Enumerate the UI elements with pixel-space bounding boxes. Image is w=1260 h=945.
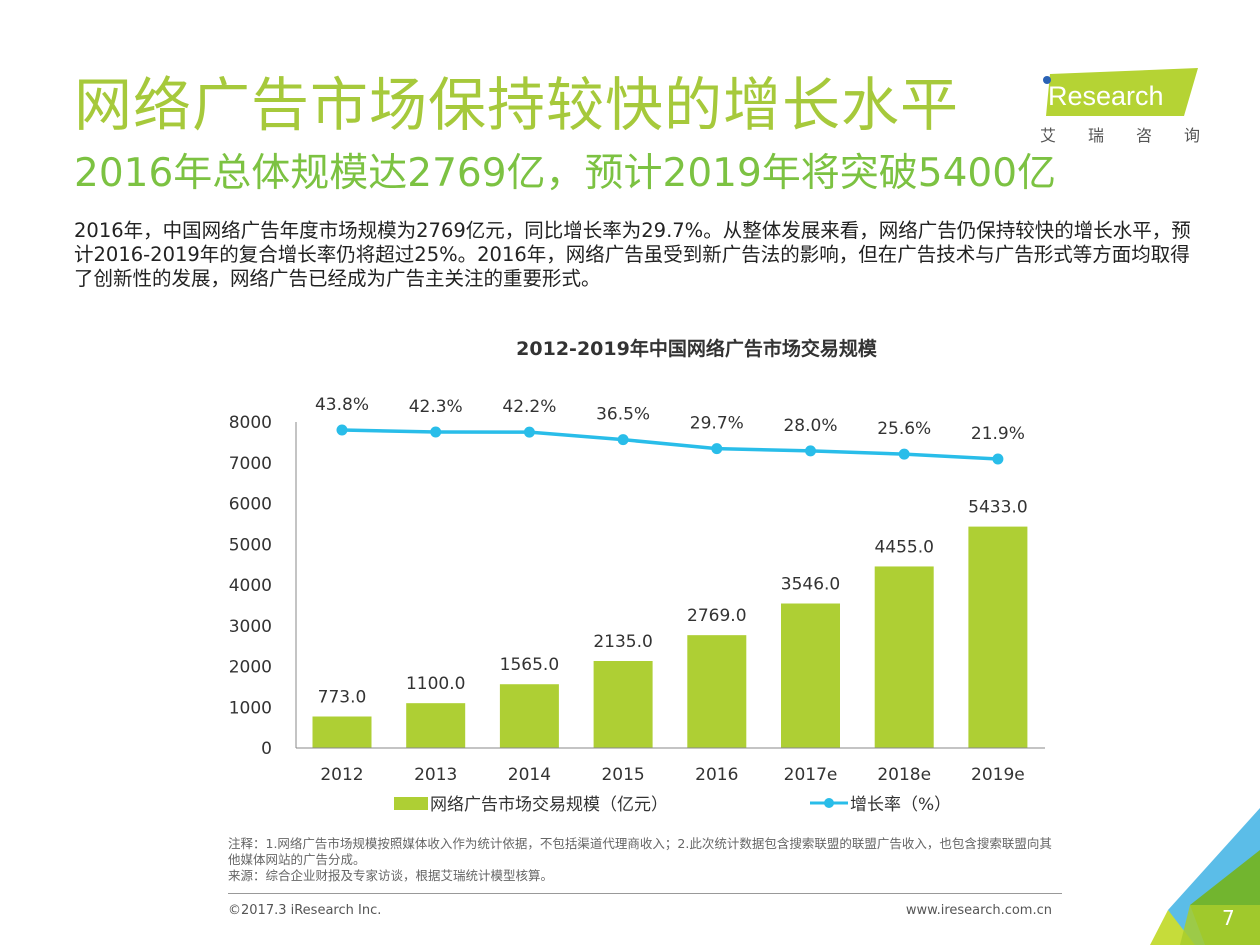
bar-value-label: 4455.0: [874, 537, 933, 557]
bar-value-label: 773.0: [318, 688, 367, 708]
growth-point: [523, 426, 535, 438]
bar: [874, 566, 934, 748]
footer-divider: [228, 893, 1062, 894]
x-tick-label: 2018e: [877, 765, 931, 785]
growth-point: [617, 434, 629, 446]
growth-value-label: 43.8%: [315, 395, 369, 415]
bar: [593, 660, 653, 748]
y-tick-label: 6000: [229, 495, 272, 515]
bar: [968, 526, 1028, 748]
growth-line: [341, 428, 998, 461]
x-tick-label: 2014: [508, 765, 551, 785]
bar: [312, 716, 372, 748]
bar-value-label: 1565.0: [500, 655, 559, 675]
x-tick-label: 2013: [414, 765, 457, 785]
logo-char: 艾: [1040, 126, 1057, 145]
x-tick-label: 2016: [695, 765, 738, 785]
combo-chart: 0 1000 2000 3000 4000 5000 6000 7000 8000 773.0 1…: [229, 395, 1045, 815]
chart-notes: 注释：1.网络广告市场规模按照媒体收入作为统计依据，不包括渠道代理商收入；2.此…: [228, 836, 1058, 884]
bar-value-label: 2135.0: [593, 632, 652, 652]
logo-brand-text: iResearch: [1042, 81, 1164, 111]
line-series: 43.8% 42.3% 42.2% 36.5% 29.7% 28.0% 25.6% 21.9%: [315, 395, 1025, 465]
x-tick-label: 2019e: [971, 765, 1025, 785]
y-axis: 0 1000 2000 3000 4000 5000 6000 7000 8000: [229, 413, 297, 759]
page-subtitle: 2016年总体规模达2769亿，预计2019年将突破5400亿: [74, 151, 1057, 196]
x-axis: 2012 2013 2014 2015 2016 2017e 2018e 2019e: [296, 747, 1045, 785]
growth-value-label: 36.5%: [596, 405, 650, 425]
x-tick-label: 2017e: [784, 765, 838, 785]
bar-value-label: 1100.0: [406, 674, 465, 694]
logo-char: 咨: [1135, 126, 1152, 145]
growth-value-label: 42.3%: [409, 397, 463, 417]
copyright-text: ©2017.3 iResearch Inc.: [228, 903, 382, 918]
growth-value-label: 28.0%: [783, 416, 837, 436]
x-tick-label: 2012: [320, 765, 363, 785]
growth-point: [336, 424, 348, 436]
growth-value-label: 29.7%: [690, 414, 744, 434]
logo-char: 询: [1183, 126, 1200, 145]
growth-value-label: 42.2%: [502, 397, 556, 417]
chart-legend: 网络广告市场交易规模（亿元） 增长率（%）: [394, 795, 951, 815]
y-tick-label: 5000: [229, 535, 272, 555]
bar: [781, 603, 840, 748]
page-number: 7: [1222, 906, 1235, 930]
growth-value-label: 25.6%: [877, 419, 931, 439]
bar: [499, 684, 559, 748]
growth-point: [711, 443, 723, 455]
y-tick-label: 1000: [229, 698, 272, 718]
legend-line-label: 增长率（%）: [850, 795, 951, 815]
logo-dot-icon: [1043, 76, 1051, 84]
source-text: 来源：综合企业财报及专家访谈，根据艾瑞统计模型核算。: [228, 868, 554, 883]
note-text: 注释：1.网络广告市场规模按照媒体收入作为统计依据，不包括渠道代理商收入；2.此…: [228, 836, 1052, 867]
bar-value-label: 3546.0: [781, 575, 840, 595]
y-tick-label: 8000: [229, 413, 272, 433]
bar: [406, 703, 466, 748]
bar-value-label: 2769.0: [687, 606, 746, 626]
y-tick-label: 4000: [229, 576, 272, 596]
bar-series: 773.0 1100.0 1565.0 2135.0 2769.0 3546.0 4455.…: [312, 498, 1028, 748]
legend-bar-swatch: [394, 797, 428, 810]
legend-bar-label: 网络广告市场交易规模（亿元）: [430, 795, 668, 815]
y-tick-label: 7000: [229, 454, 272, 474]
growth-point: [898, 448, 910, 460]
x-tick-label: 2015: [601, 765, 644, 785]
y-tick-label: 0: [261, 739, 272, 759]
bar: [687, 635, 747, 748]
corner-decoration: [1150, 808, 1260, 945]
logo-chinese-name: 艾 瑞 咨 询: [1040, 122, 1200, 146]
website-link[interactable]: www.iresearch.com.cn: [905, 903, 1052, 918]
bar-value-label: 5433.0: [968, 498, 1027, 518]
legend-line-marker: [824, 798, 834, 808]
page-title: 网络广告市场保持较快的增长水平: [74, 71, 960, 139]
growth-point: [805, 445, 816, 457]
iresearch-logo: iResearch: [1042, 68, 1198, 116]
logo-banner: [1046, 68, 1198, 116]
logo-char: 瑞: [1087, 126, 1104, 145]
growth-point: [430, 426, 442, 438]
y-tick-label: 3000: [229, 617, 272, 637]
y-tick-label: 2000: [229, 658, 272, 678]
growth-point: [992, 453, 1004, 465]
growth-value-label: 21.9%: [971, 424, 1025, 444]
chart-title: 2012-2019年中国网络广告市场交易规模: [516, 338, 877, 360]
summary-paragraph: 2016年，中国网络广告年度市场规模为2769亿元，同比增长率为29.7%。从整…: [74, 219, 1191, 290]
